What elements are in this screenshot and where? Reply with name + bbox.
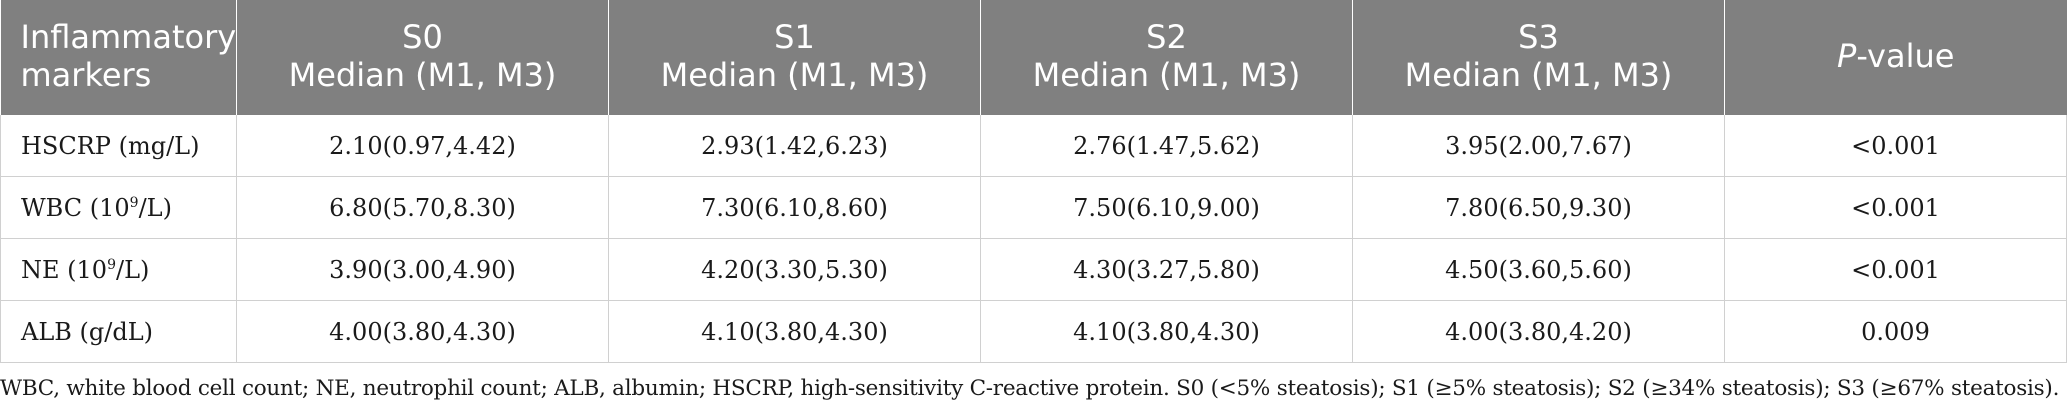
cell-s2: 4.10(3.80,4.30) (980, 300, 1353, 363)
header-s3: S3 Median (M1, M3) (1352, 0, 1725, 115)
cell-s3: 7.80(6.50,9.30) (1352, 176, 1725, 239)
cell-s0: 6.80(5.70,8.30) (236, 176, 609, 239)
marker-pre: WBC (10 (21, 193, 130, 222)
header-s0-sub: Median (M1, M3) (288, 55, 557, 94)
header-inflammatory-markers: Inflammatory markers (0, 0, 237, 115)
data-table-container: Inflammatory markers S0 Median (M1, M3) … (0, 0, 2067, 363)
inflammatory-markers-table: Inflammatory markers S0 Median (M1, M3) … (0, 0, 2067, 363)
cell-s1: 7.30(6.10,8.60) (608, 176, 981, 239)
header-s2-sub: Median (M1, M3) (1032, 55, 1301, 94)
table-header-row: Inflammatory markers S0 Median (M1, M3) … (0, 0, 2067, 115)
cell-s2: 2.76(1.47,5.62) (980, 115, 1353, 177)
cell-s3: 4.00(3.80,4.20) (1352, 300, 1725, 363)
header-label-line2: markers (20, 55, 152, 94)
header-s1-sub: Median (M1, M3) (660, 55, 929, 94)
cell-s1: 2.93(1.42,6.23) (608, 115, 981, 177)
marker-pre: NE (10 (21, 255, 108, 284)
cell-s2: 4.30(3.27,5.80) (980, 238, 1353, 301)
marker-post: /L) (115, 255, 150, 284)
marker-sup: 9 (129, 194, 139, 211)
cell-s0: 2.10(0.97,4.42) (236, 115, 609, 177)
header-p-value: P-value (1724, 0, 2067, 115)
table-row-alb: ALB (g/dL) 4.00(3.80,4.30) 4.10(3.80,4.3… (0, 300, 2067, 363)
cell-p-value: 0.009 (1724, 300, 2067, 363)
header-s2-label: S2 (1146, 17, 1187, 56)
header-s0: S0 Median (M1, M3) (236, 0, 609, 115)
cell-s3: 4.50(3.60,5.60) (1352, 238, 1725, 301)
table-row-hscrp: HSCRP (mg/L) 2.10(0.97,4.42) 2.93(1.42,6… (0, 115, 2067, 177)
cell-marker: NE (109/L) (0, 238, 237, 301)
header-s1: S1 Median (M1, M3) (608, 0, 981, 115)
header-s1-label: S1 (774, 17, 815, 56)
header-p-rest: -value (1856, 36, 1955, 75)
cell-marker: HSCRP (mg/L) (0, 115, 237, 177)
cell-p-value: <0.001 (1724, 176, 2067, 239)
cell-s3: 3.95(2.00,7.67) (1352, 115, 1725, 177)
cell-s0: 4.00(3.80,4.30) (236, 300, 609, 363)
table-row-wbc: WBC (109/L) 6.80(5.70,8.30) 7.30(6.10,8.… (0, 176, 2067, 239)
header-p-italic: P (1837, 36, 1857, 75)
header-label-line1: Inflammatory (20, 17, 237, 56)
header-s3-label: S3 (1518, 17, 1559, 56)
cell-p-value: <0.001 (1724, 238, 2067, 301)
cell-s1: 4.20(3.30,5.30) (608, 238, 981, 301)
header-s0-label: S0 (402, 17, 443, 56)
table-footnote: WBC, white blood cell count; NE, neutrop… (0, 376, 2060, 401)
header-s3-sub: Median (M1, M3) (1404, 55, 1673, 94)
cell-s1: 4.10(3.80,4.30) (608, 300, 981, 363)
cell-s0: 3.90(3.00,4.90) (236, 238, 609, 301)
table-row-ne: NE (109/L) 3.90(3.00,4.90) 4.20(3.30,5.3… (0, 238, 2067, 301)
cell-marker: ALB (g/dL) (0, 300, 237, 363)
cell-s2: 7.50(6.10,9.00) (980, 176, 1353, 239)
marker-post: /L) (138, 193, 172, 222)
cell-marker: WBC (109/L) (0, 176, 237, 239)
header-s2: S2 Median (M1, M3) (980, 0, 1353, 115)
marker-sup: 9 (107, 256, 116, 273)
cell-p-value: <0.001 (1724, 115, 2067, 177)
